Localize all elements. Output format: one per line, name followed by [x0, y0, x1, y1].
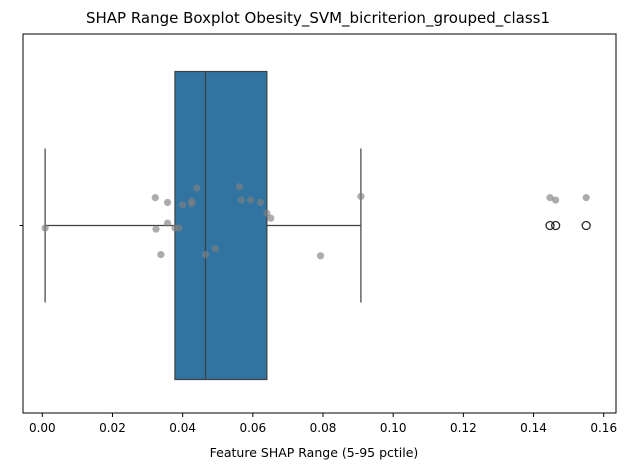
strip-point: [151, 194, 159, 202]
strip-point: [201, 250, 210, 259]
strip-point: [267, 214, 275, 222]
x-axis: 0.00 0.02 0.04 0.06 0.08 0.10 0.12 0.14 0.16: [29, 413, 617, 435]
strip-point: [357, 192, 365, 201]
strip-point: [247, 196, 255, 204]
strip-point: [552, 196, 560, 204]
x-tick-label: 0.06: [239, 421, 266, 435]
x-tick-label: 0.02: [99, 421, 126, 435]
strip-point: [546, 194, 554, 202]
outlier-marker: [581, 220, 591, 231]
outlier-marker: [550, 220, 561, 231]
outlier-marker: [545, 220, 555, 231]
strip-point: [179, 201, 187, 209]
plot-area: [41, 70, 591, 381]
x-tick-label: 0.10: [380, 421, 407, 435]
x-tick-label: 0.00: [29, 421, 56, 435]
strip-point: [237, 196, 245, 204]
x-tick-label: 0.14: [520, 421, 547, 435]
strip-point: [235, 183, 244, 191]
strip-point: [163, 198, 172, 207]
x-tick-label: 0.04: [169, 421, 196, 435]
strip-point: [316, 252, 325, 260]
x-tick-label: 0.12: [450, 421, 477, 435]
strip-point: [188, 197, 196, 205]
x-axis-label: Feature SHAP Range (5-95 pctile): [210, 445, 419, 460]
strip-point: [41, 224, 49, 232]
strip-point: [152, 225, 160, 233]
strip-point: [263, 209, 271, 217]
strip-point: [193, 184, 201, 192]
strip-point: [256, 198, 265, 207]
strip-point: [211, 244, 219, 253]
strip-point: [582, 194, 590, 202]
axes-frame: [22, 33, 617, 414]
strip-point: [157, 250, 165, 259]
iqr-box: [174, 70, 268, 381]
chart-title: SHAP Range Boxplot Obesity_SVM_bicriteri…: [86, 9, 550, 28]
strip-point: [163, 219, 172, 227]
x-tick-label: 0.08: [310, 421, 337, 435]
strip-point: [175, 224, 183, 232]
x-tick-label: 0.16: [590, 421, 617, 435]
